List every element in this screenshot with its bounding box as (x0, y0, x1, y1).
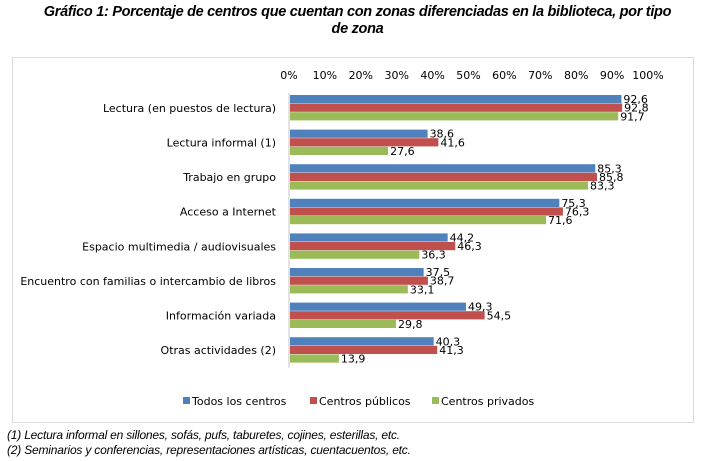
legend-label: Centros públicos (319, 395, 411, 408)
x-axis-ticks: 0% 10% 20% 30% 40% 50% 60% 70% 80% 90% 100% (280, 69, 663, 82)
data-label: 29,8 (398, 318, 423, 331)
bar (290, 319, 396, 328)
data-label: 85,3 (597, 162, 622, 175)
bar (290, 354, 339, 363)
bar (290, 242, 456, 251)
legend-swatch (432, 397, 439, 404)
legend-label: Centros privados (441, 395, 534, 408)
category-label: Lectura informal (1) (167, 137, 276, 150)
bar (290, 276, 428, 285)
bar (290, 181, 589, 190)
data-label: 71,6 (548, 214, 573, 227)
x-tick-label: 100% (632, 69, 663, 82)
category-label: Encuentro con familias o intercambio de … (20, 275, 276, 288)
footnote-1: (1) Lectura informal en sillones, sofás,… (7, 428, 400, 442)
data-label: 92,8 (624, 102, 649, 115)
data-label: 13,9 (341, 353, 366, 366)
bar (290, 207, 563, 216)
bar (290, 216, 547, 225)
x-tick-label: 60% (492, 69, 516, 82)
category-label: Otras actividades (2) (161, 344, 276, 357)
bar (290, 172, 598, 181)
bar (290, 198, 560, 207)
bar (290, 112, 619, 121)
x-tick-label: 70% (528, 69, 552, 82)
x-tick-label: 30% (384, 69, 408, 82)
bar (290, 337, 434, 346)
x-tick-label: 10% (313, 69, 337, 82)
bar (290, 250, 420, 259)
category-label: Lectura (en puestos de lectura) (103, 102, 276, 115)
data-label: 91,7 (620, 110, 645, 123)
x-tick-label: 0% (280, 69, 297, 82)
category-label: Trabajo en grupo (182, 171, 276, 184)
data-label: 36,3 (421, 249, 446, 262)
legend: Todos los centros Centros públicos Centros… (183, 395, 534, 408)
category-label: Acceso a Internet (180, 206, 277, 219)
data-label: 92,6 (623, 93, 648, 106)
x-tick-label: 40% (420, 69, 444, 82)
data-label: 37,5 (426, 266, 451, 279)
data-label: 49,3 (468, 301, 493, 314)
bar (290, 95, 622, 104)
category-label: Información variada (166, 310, 276, 323)
bar (290, 103, 623, 112)
bar (290, 164, 596, 173)
data-label: 83,3 (590, 180, 615, 193)
x-tick-label: 80% (564, 69, 588, 82)
x-tick-label: 50% (456, 69, 480, 82)
data-label: 44,2 (450, 232, 475, 245)
data-label: 41,3 (439, 344, 464, 357)
bar (290, 233, 448, 242)
data-label: 85,8 (599, 171, 624, 184)
category-labels: Lectura (en puestos de lectura) Lectura i… (20, 102, 276, 357)
data-label: 38,6 (430, 128, 455, 141)
bar (290, 285, 408, 294)
legend-swatch (183, 397, 190, 404)
chart-title: Gráfico 1: Porcentaje de centros que cue… (0, 4, 715, 38)
bar (290, 345, 438, 354)
legend-swatch (310, 397, 317, 404)
data-label: 75,3 (561, 197, 586, 210)
data-label: 54,5 (487, 309, 512, 322)
data-label: 76,3 (565, 206, 590, 219)
data-label: 40,3 (436, 335, 461, 348)
x-tick-label: 90% (600, 69, 624, 82)
legend-label: Todos los centros (191, 395, 287, 408)
chart-title-line-2: de zona (331, 21, 384, 37)
data-label: 27,6 (390, 145, 415, 158)
chart-title-line-1: Gráfico 1: Porcentaje de centros que cue… (43, 4, 672, 20)
bar (290, 268, 424, 277)
bar (290, 311, 485, 320)
category-label: Espacio multimedia / audiovisuales (82, 240, 276, 253)
bar (290, 146, 389, 155)
data-label: 41,6 (440, 136, 465, 149)
data-label: 46,3 (457, 240, 482, 253)
footnote-2: (2) Seminarios y conferencias, represent… (7, 443, 411, 457)
bars (290, 95, 623, 363)
bar (290, 302, 466, 311)
bar (290, 129, 428, 138)
data-label: 33,1 (410, 283, 435, 296)
data-labels: 92,692,891,7 38,641,6 27,6 85,385,883,3 75,3… (341, 93, 649, 365)
x-tick-label: 20% (349, 69, 373, 82)
bar (290, 138, 439, 147)
data-label: 38,7 (430, 275, 455, 288)
